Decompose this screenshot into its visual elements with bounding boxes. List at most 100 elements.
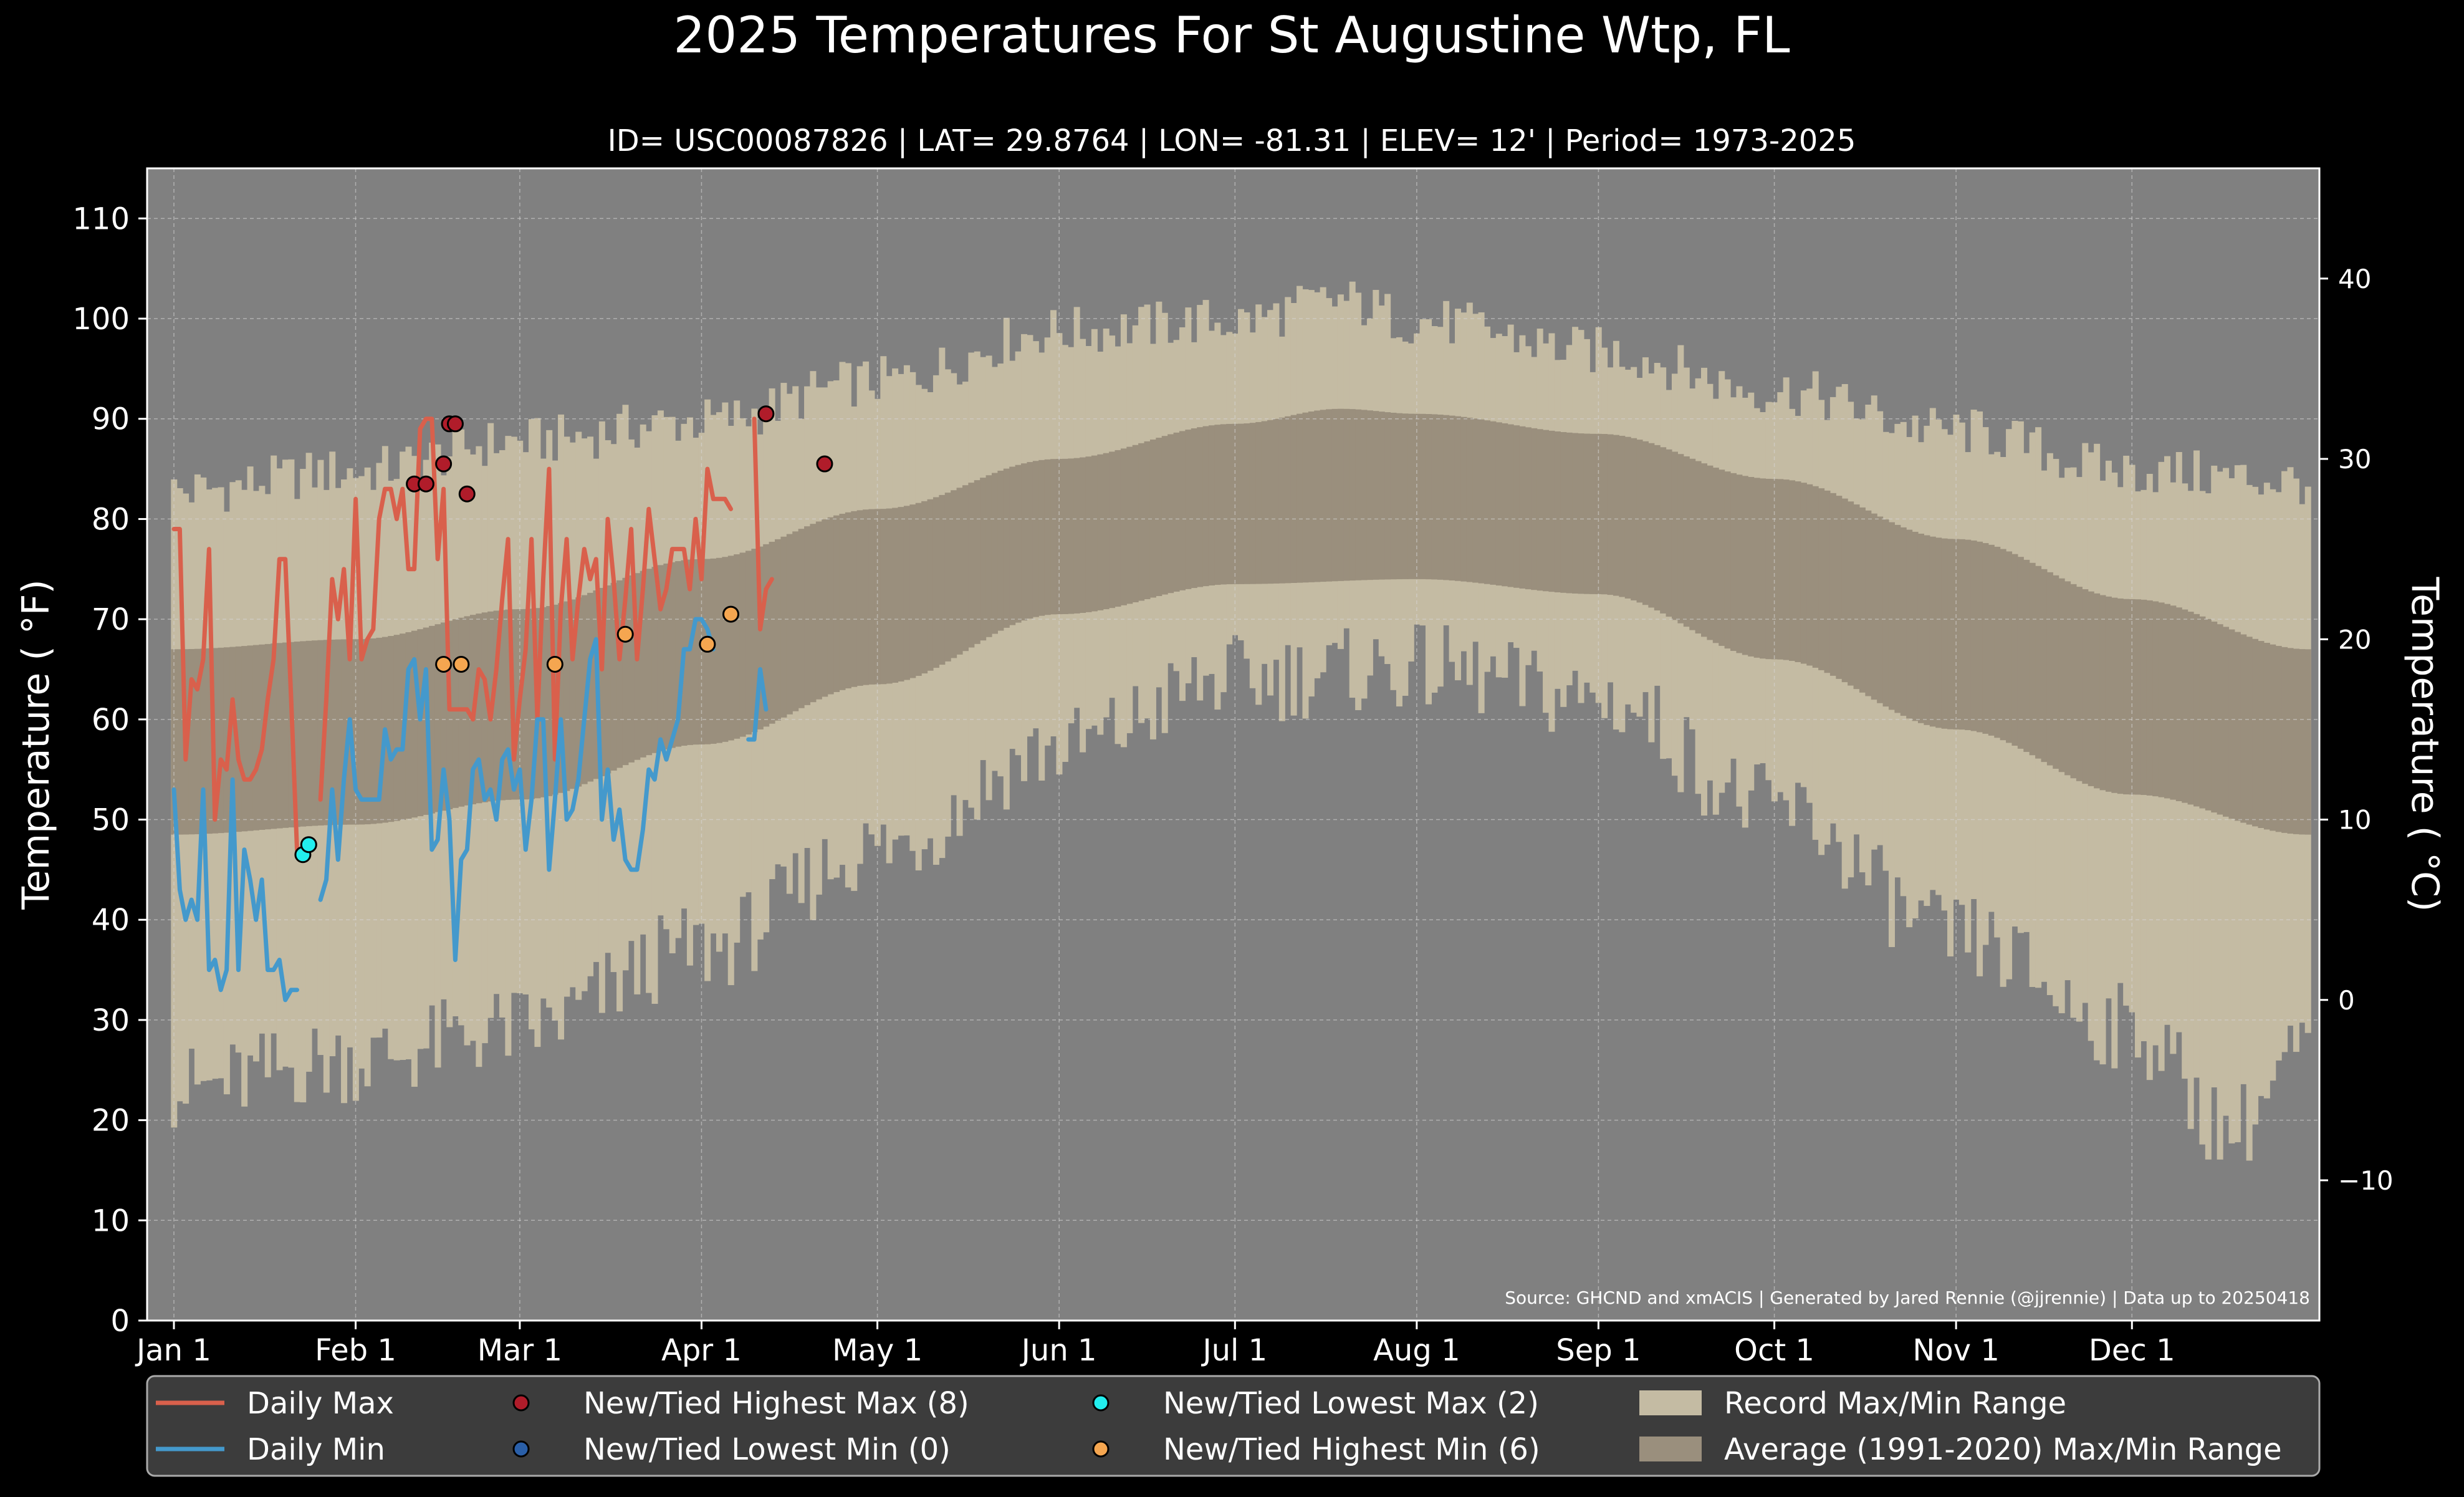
normal-range-bar: [915, 503, 922, 676]
normal-range-bar: [2199, 616, 2206, 809]
y-tick-label: 0: [110, 1304, 130, 1339]
normal-range-bar: [1267, 420, 1274, 584]
normal-range-bar: [1982, 543, 1989, 734]
normal-range-bar: [341, 639, 348, 825]
y-tick-label: 10: [92, 1203, 130, 1238]
x-tick-label: Feb 1: [315, 1333, 396, 1368]
normal-range-bar: [575, 597, 582, 787]
normal-range-bar: [1478, 419, 1485, 584]
normal-range-bar: [1800, 483, 1807, 664]
normal-range-bar: [247, 645, 254, 831]
normal-range-bar: [1068, 458, 1075, 614]
normal-range-bar: [1402, 413, 1409, 579]
normal-range-bar: [1220, 424, 1227, 585]
normal-range-bar: [458, 617, 465, 807]
normal-range-bar: [1490, 421, 1497, 585]
normal-range-bar: [1156, 438, 1162, 596]
normal-range-bar: [1302, 412, 1309, 583]
normal-range-bar: [1719, 469, 1725, 646]
normal-range-bar: [2281, 647, 2288, 833]
normal-range-bar: [294, 642, 300, 827]
normal-range-bar: [1912, 531, 1919, 721]
normal-range-bar: [376, 637, 383, 824]
normal-range-bar: [282, 642, 289, 828]
x-tick-label: Aug 1: [1373, 1333, 1460, 1368]
x-axis: Jan 1 Feb 1 Mar 1 Apr 1 May 1 Jun 1 Jul 1 Aug 1…: [135, 1321, 2175, 1368]
x-tick-label: Jun 1: [1020, 1333, 1097, 1368]
normal-range-bar: [2205, 619, 2212, 811]
normal-range-bar: [663, 563, 670, 749]
normal-range-bar: [1848, 501, 1854, 686]
lowest-max-marker: [300, 836, 317, 854]
normal-range-bar: [892, 508, 899, 683]
normal-range-bar: [1654, 445, 1661, 611]
y-axis-right: −10 0 10 20 30 40: [2319, 264, 2394, 1196]
normal-range-bar: [1748, 477, 1755, 657]
normal-range-bar: [880, 509, 887, 685]
plot-area: Source: GHCND and xmACIS | Generated by …: [146, 167, 2321, 1322]
normal-range-bar: [2041, 569, 2048, 763]
normal-range-bar: [769, 541, 775, 724]
source-note: Source: GHCND and xmACIS | Generated by …: [1505, 1288, 2310, 1308]
normal-range-bar: [1173, 432, 1180, 592]
highest-max-marker: [816, 455, 833, 473]
legend-label: Average (1991-2020) Max/Min Range: [1724, 1432, 2282, 1467]
highest-min-marker: [699, 635, 716, 653]
normal-range-bar: [1419, 413, 1426, 579]
normal-range-bar: [991, 473, 999, 634]
normal-range-bar: [1314, 410, 1321, 582]
normal-range-bar: [1109, 451, 1116, 609]
normal-range-bar: [815, 521, 822, 700]
normal-range-bar: [1244, 423, 1250, 584]
record-range-bar: [2199, 491, 2206, 1145]
normal-range-bar: [2046, 572, 2053, 766]
y-right-tick-label: 30: [2338, 444, 2371, 474]
normal-range-bar: [1795, 481, 1801, 662]
normal-range-bar: [1149, 439, 1156, 598]
highest-max-marker: [757, 405, 775, 423]
normal-range-bar: [651, 567, 658, 753]
legend-dot-swatch: [1092, 1440, 1110, 1458]
y-right-tick-label: 40: [2338, 264, 2371, 294]
normal-range-bar: [2082, 589, 2089, 784]
daily-lines: [171, 416, 774, 1003]
normal-range-bar: [1941, 538, 1948, 729]
normal-range-bar: [1396, 413, 1402, 580]
normal-range-bar: [1560, 431, 1567, 593]
normal-range-bar: [909, 504, 916, 678]
normal-range-bar: [1994, 546, 2001, 738]
normal-range-bar: [751, 549, 758, 733]
daily-min-line: [318, 617, 716, 962]
x-tick-label: Dec 1: [2089, 1333, 2175, 1368]
legend-box: [146, 1375, 2321, 1477]
normal-range-bar: [1308, 411, 1315, 582]
normal-range-bar: [411, 630, 418, 818]
normal-range-bar: [780, 536, 787, 718]
normal-range-bar: [2182, 609, 2188, 803]
normal-range-bar: [1877, 516, 1884, 703]
normal-range-bar: [2158, 602, 2165, 797]
record-range-bar: [2217, 471, 2223, 1160]
normal-range-bar: [739, 552, 746, 737]
normal-range-bar: [206, 648, 213, 834]
normal-range-bar: [522, 609, 529, 800]
normal-range-bar: [2053, 575, 2059, 769]
normal-range-bar: [1507, 424, 1514, 587]
normal-range-bar: [974, 480, 980, 644]
normal-range-bar: [1202, 426, 1209, 587]
normal-range-bar: [218, 647, 224, 834]
normal-range-bar: [1589, 433, 1596, 594]
normal-range-bar: [417, 629, 424, 817]
normal-range-bar: [1261, 421, 1268, 584]
normal-range-bar: [1853, 504, 1860, 690]
normal-range-bar: [481, 612, 488, 802]
normal-range-bar: [499, 610, 506, 801]
normal-range-bar: [1373, 411, 1379, 580]
normal-range-bar: [1038, 460, 1045, 616]
normal-range-bar: [505, 609, 512, 800]
normal-range-bar: [863, 509, 870, 685]
normal-range-bar: [1701, 463, 1708, 637]
normal-range-bar: [1882, 519, 1889, 707]
normal-range-bar: [1578, 433, 1584, 594]
normal-range-bar: [229, 647, 236, 832]
